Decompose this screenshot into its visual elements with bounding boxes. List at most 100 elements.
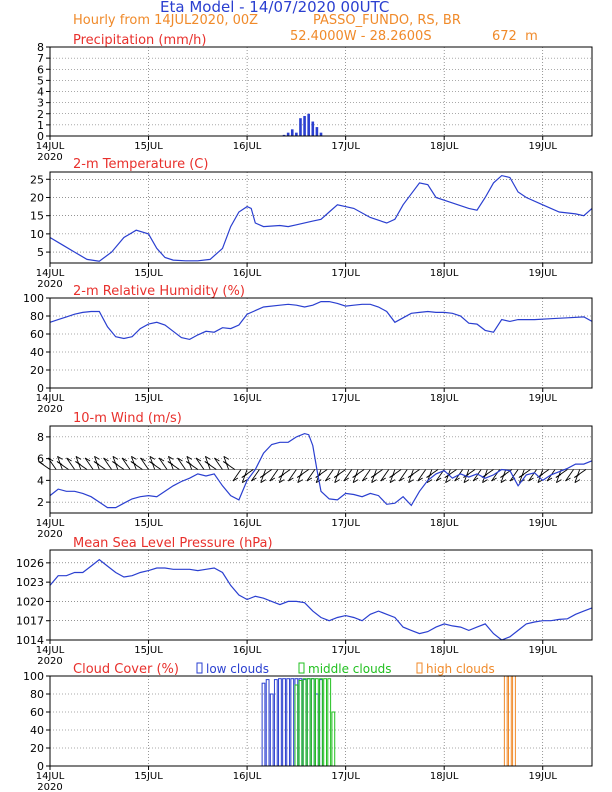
cloud-bar-low-clouds xyxy=(290,678,295,767)
cloud-bar-middle-clouds xyxy=(294,684,299,767)
panel-title: Precipitation (mm/h) xyxy=(73,33,206,48)
wind-barb-flag xyxy=(121,457,128,462)
cloud-bar-high-clouds xyxy=(503,675,508,767)
precip-bar xyxy=(295,132,298,136)
cloud-bar-middle-clouds xyxy=(314,678,319,767)
wind-barb-flag xyxy=(242,479,248,484)
x-tick-label: 19JUL xyxy=(528,393,557,404)
wind-barb-flag xyxy=(38,461,44,465)
cloud-bar-middle-clouds xyxy=(323,678,328,767)
cloud-bar-middle-clouds xyxy=(310,678,315,767)
x-tick-label: 18JUL xyxy=(430,645,459,656)
y-tick-label: 1023 xyxy=(16,576,44,589)
wind-barb-flag xyxy=(408,479,414,484)
wind-barb-flag xyxy=(518,474,525,478)
wind-barb-flag xyxy=(343,477,349,482)
wind-barb-flag xyxy=(463,479,470,484)
wind-barb-flag xyxy=(186,461,192,465)
x-tick-label: 16JUL xyxy=(233,518,262,529)
panel-frame xyxy=(49,425,593,514)
x-tick-label: 18JUL xyxy=(430,141,459,152)
y-tick-label: 6 xyxy=(37,453,44,466)
wind-barb-flag xyxy=(167,461,174,465)
series-line xyxy=(49,301,593,341)
wind-barb-flag xyxy=(269,477,276,482)
wind-barb xyxy=(509,469,519,482)
x-tick-label: 14JUL xyxy=(36,645,65,656)
panel-frame xyxy=(49,171,593,264)
wind-barb xyxy=(47,457,57,470)
wind-barb-flag xyxy=(435,477,442,482)
x-tick-label: 16JUL xyxy=(233,645,262,656)
wind-barb xyxy=(84,457,94,470)
cloud-bar-high-clouds xyxy=(507,675,512,767)
precip-bar xyxy=(315,127,319,136)
wind-barb-flag xyxy=(214,457,220,462)
wind-barb-flag xyxy=(555,474,562,478)
y-tick-label: 20 xyxy=(30,742,44,755)
chart-title: Eta Model - 14/07/2020 00UTC xyxy=(160,0,390,16)
wind-barb-flag xyxy=(149,461,155,465)
wind-barb xyxy=(269,469,279,482)
wind-barb-flag xyxy=(223,461,229,465)
cloud-bar-low-clouds xyxy=(286,678,291,767)
wind-barb-flag xyxy=(278,474,284,478)
y-tick-label: 1017 xyxy=(16,615,44,628)
x-tick-label: 15JUL xyxy=(134,141,163,152)
wind-barb-flag xyxy=(112,461,118,465)
x-tick-label: 19JUL xyxy=(528,268,557,279)
wind-barb-flag xyxy=(445,479,451,484)
y-tick-label: 100 xyxy=(23,292,44,305)
station-coords: 52.4000W - 28.2600S xyxy=(290,29,432,44)
x-tick-label: 15JUL xyxy=(134,268,163,279)
wind-barb-flag xyxy=(260,474,266,478)
wind-barb-flag xyxy=(94,455,100,460)
x-tick-label: 17JUL xyxy=(331,393,360,404)
x-tick-label: 14JUL xyxy=(36,268,65,279)
panel-title: 10-m Wind (m/s) xyxy=(73,411,182,426)
wind-barb-flag xyxy=(251,477,257,482)
y-tick-label: 100 xyxy=(23,670,44,683)
x-tick-label: 14JUL xyxy=(36,141,65,152)
wind-barb-flag xyxy=(168,455,174,460)
wind-barb xyxy=(361,469,371,482)
legend-swatch xyxy=(298,662,305,674)
cloud-bar-low-clouds xyxy=(282,678,286,767)
y-tick-label: 2 xyxy=(37,496,44,509)
wind-barb xyxy=(121,457,131,470)
wind-barb xyxy=(66,457,76,470)
wind-barb xyxy=(140,457,149,470)
wind-barb-flag xyxy=(130,461,137,465)
x-tick-label: 15JUL xyxy=(134,771,163,782)
series-line xyxy=(49,432,593,509)
x-tick-label: 17JUL xyxy=(331,518,360,529)
wind-barb-flag xyxy=(177,457,183,462)
cloud-bar-middle-clouds xyxy=(306,678,311,767)
wind-barb xyxy=(528,469,537,482)
wind-barb-flag xyxy=(426,479,433,484)
y-tick-label: 4 xyxy=(37,474,44,487)
wind-barb xyxy=(343,469,353,482)
x-year-label: 2020 xyxy=(37,782,62,792)
y-tick-label: 25 xyxy=(30,173,44,186)
wind-barb-flag xyxy=(75,461,81,465)
cloud-bar-low-clouds xyxy=(269,693,274,767)
wind-barb xyxy=(472,469,482,482)
x-tick-label: 14JUL xyxy=(36,771,65,782)
wind-barb-flag xyxy=(417,477,423,482)
y-tick-label: 1020 xyxy=(16,595,44,608)
y-tick-label: 20 xyxy=(30,191,44,204)
precip-bar xyxy=(282,134,286,136)
y-tick-label: 3 xyxy=(37,97,44,110)
x-tick-label: 17JUL xyxy=(331,645,360,656)
y-tick-label: 5 xyxy=(37,246,44,259)
y-tick-label: 20 xyxy=(30,364,44,377)
panel-title: Mean Sea Level Pressure (hPa) xyxy=(73,536,273,551)
y-tick-label: 80 xyxy=(30,688,44,701)
x-year-label: 2020 xyxy=(37,152,62,163)
panel-title: 2-m Temperature (C) xyxy=(73,157,208,172)
legend-label: middle clouds xyxy=(308,662,392,676)
wind-barb-flag xyxy=(500,474,506,478)
wind-barb-flag xyxy=(352,479,359,484)
